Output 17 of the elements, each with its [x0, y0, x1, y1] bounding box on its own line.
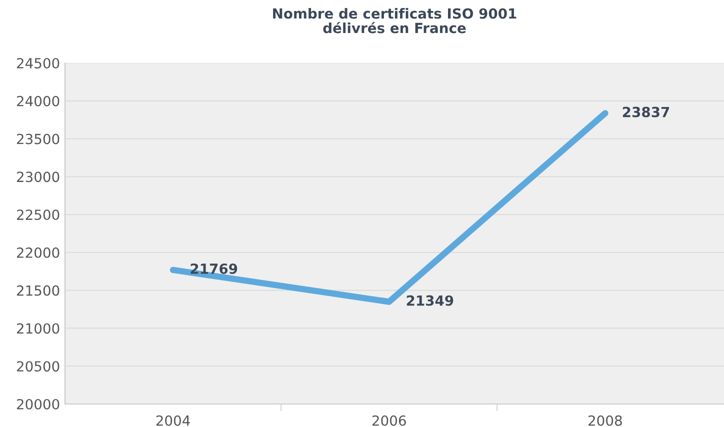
data-label: 23837: [622, 106, 670, 118]
data-label: 21769: [190, 263, 238, 274]
y-tick-label: 24000: [16, 96, 60, 106]
x-tick-label: 2006: [372, 415, 406, 426]
y-tick-label: 23000: [16, 172, 60, 182]
y-tick-label: 21000: [16, 323, 60, 334]
x-tick-label: 2008: [588, 415, 622, 426]
y-tick-label: 21500: [16, 285, 60, 296]
data-label: 21349: [406, 295, 454, 306]
y-tick-label: 20000: [16, 398, 60, 410]
chart-title: Nombre de certificats ISO 9001 délivrés en France: [273, 8, 516, 34]
y-tick-label: 20500: [16, 361, 60, 372]
y-tick-label: 24500: [16, 58, 60, 68]
x-tick-label: 2004: [156, 415, 190, 426]
y-tick-label: 22000: [16, 247, 60, 258]
y-tick-label: 23500: [16, 134, 60, 144]
y-tick-label: 22500: [16, 210, 60, 220]
